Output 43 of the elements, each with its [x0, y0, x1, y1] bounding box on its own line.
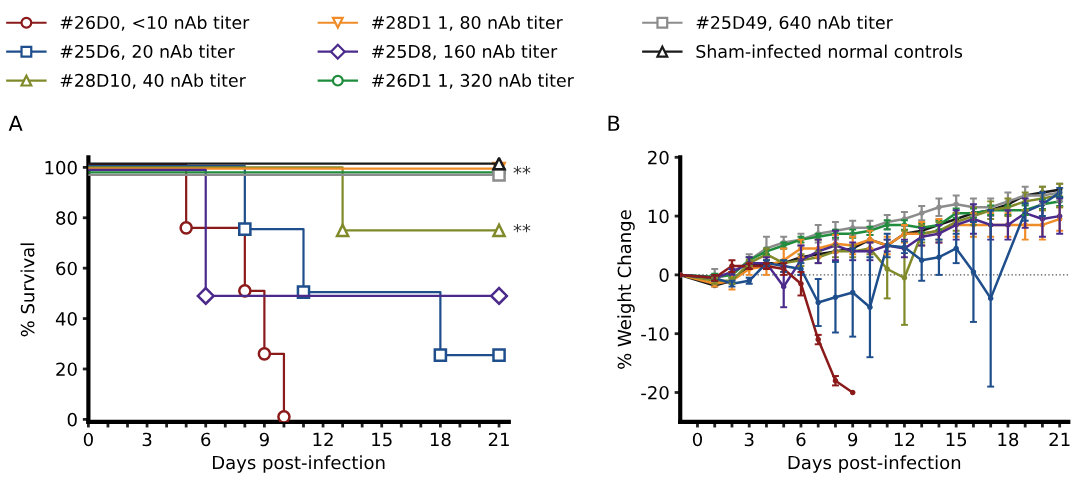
legend-label: #25D8, 160 nAb titer	[372, 44, 558, 60]
legend-label: #26D1 1, 320 nAb titer	[372, 73, 574, 89]
y-tick-label: 100	[45, 160, 77, 175]
x-tick-label: 18	[998, 432, 1019, 447]
x-tick-label: 12	[894, 432, 915, 447]
text: A	[8, 115, 23, 131]
legend-label: Sham-infected normal controls	[696, 44, 963, 59]
x-tick-label: 9	[259, 432, 269, 447]
annotation: **	[513, 165, 531, 175]
x-tick-label: 3	[142, 432, 152, 447]
legend-label: #28D1 1, 80 nAb titer	[372, 15, 563, 31]
x-axis-title: Days post-infection	[788, 455, 961, 473]
y-tick-label: 0	[659, 268, 669, 283]
y-tick-label: -20	[641, 385, 669, 400]
y-tick-label: 80	[56, 211, 77, 225]
legend-label: #25D6, 20 nAb titer	[60, 44, 235, 60]
x-tick-label: 9	[848, 432, 858, 447]
y-tick-label: 10	[648, 209, 669, 224]
x-tick-label: 18	[430, 432, 451, 447]
y-tick-label: -10	[641, 327, 669, 341]
x-axis-title: Days post-infection	[213, 455, 385, 473]
y-tick-label: 20	[56, 362, 77, 377]
legend-label: #26D0, <10 nAb titer	[60, 15, 250, 31]
text: B	[608, 115, 620, 131]
x-tick-label: 0	[692, 432, 703, 447]
x-tick-label: 0	[83, 432, 93, 447]
legend-label: #25D49, 640 nAb titer	[696, 15, 893, 31]
y-tick-label: 20	[648, 150, 669, 165]
x-tick-label: 12	[313, 432, 333, 447]
legend-label: #28D10, 40 nAb titer	[60, 73, 246, 89]
y-axis-title: % Survival	[20, 243, 35, 337]
x-tick-label: 3	[744, 432, 754, 447]
y-tick-label: 60	[56, 261, 77, 276]
x-tick-label: 15	[946, 432, 967, 447]
x-tick-label: 21	[488, 432, 509, 447]
x-tick-label: 6	[796, 432, 806, 447]
x-tick-label: 6	[201, 432, 211, 447]
y-axis-title: % Weight Change	[617, 210, 635, 369]
annotation: **	[513, 223, 531, 233]
x-tick-label: 15	[372, 432, 392, 447]
x-tick-label: 21	[1049, 432, 1070, 447]
y-tick-label: 0	[67, 412, 77, 427]
y-tick-label: 40	[55, 312, 77, 326]
